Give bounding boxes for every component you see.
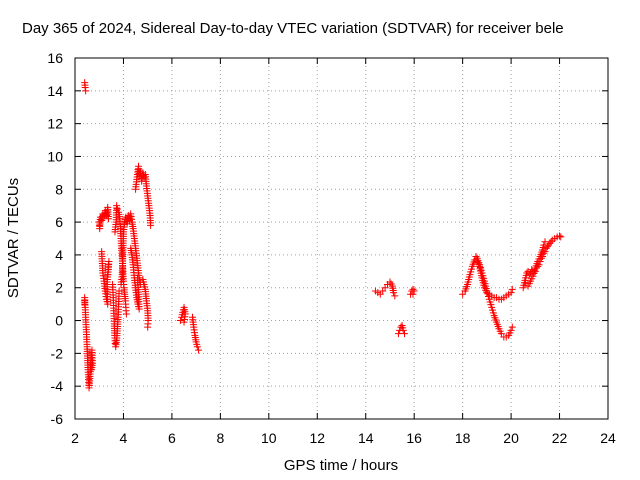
data-point: [525, 271, 533, 279]
chart-title: Day 365 of 2024, Sidereal Day-to-day VTE…: [22, 20, 564, 37]
data-point: [87, 366, 95, 374]
y-tick-label: 10: [47, 148, 63, 164]
y-tick-label: 6: [55, 214, 63, 230]
data-point: [540, 241, 548, 249]
tick-layer: [74, 57, 609, 420]
x-tick-label: 16: [406, 430, 422, 446]
data-point: [134, 274, 142, 282]
y-tick-label: 0: [55, 313, 63, 329]
data-point: [507, 289, 515, 297]
data-point: [104, 271, 112, 279]
x-tick-label: 8: [216, 430, 224, 446]
data-point: [541, 238, 549, 246]
data-point: [557, 233, 565, 241]
y-tick-label: 12: [47, 116, 63, 132]
data-point: [115, 287, 123, 295]
data-point: [147, 221, 155, 229]
data-point: [472, 253, 480, 261]
data-point: [113, 205, 121, 213]
x-tick-label: 4: [120, 430, 128, 446]
y-tick-label: 14: [47, 83, 63, 99]
y-tick-label: -2: [51, 345, 64, 361]
data-point: [144, 323, 152, 331]
data-point: [104, 215, 112, 223]
data-point: [391, 292, 399, 300]
x-tick-label: 6: [168, 430, 176, 446]
data-point: [180, 318, 188, 326]
y-tick-label: -6: [51, 411, 64, 427]
data-point: [140, 174, 148, 182]
y-axis-label: SDTVAR / TECUs: [5, 178, 22, 298]
data-point: [400, 330, 408, 338]
data-point: [176, 317, 184, 325]
x-tick-label: 22: [552, 430, 568, 446]
data-point: [113, 202, 121, 210]
x-tick-label: 20: [503, 430, 519, 446]
data-point: [508, 285, 516, 293]
data-point: [122, 310, 130, 318]
data-point: [507, 326, 515, 334]
data-point: [410, 287, 418, 295]
x-tick-label: 10: [261, 430, 277, 446]
data-point: [547, 238, 555, 246]
data-points: [81, 79, 565, 392]
data-point: [390, 289, 398, 297]
x-axis-label: GPS time / hours: [284, 457, 398, 474]
data-point: [508, 323, 516, 331]
y-tick-label: 8: [55, 181, 63, 197]
data-point: [556, 232, 564, 240]
data-point: [82, 87, 90, 95]
data-point: [193, 343, 201, 351]
x-tick-labels: 2 4 6 8 10 12 14 16 18 20 22 24: [71, 430, 616, 446]
data-point: [399, 326, 407, 334]
x-tick-label: 24: [600, 430, 616, 446]
x-tick-label: 18: [455, 430, 471, 446]
data-point: [409, 290, 417, 298]
y-tick-label: -4: [51, 378, 64, 394]
x-tick-label: 2: [71, 430, 79, 446]
x-tick-label: 14: [358, 430, 374, 446]
plot-frame: [74, 57, 609, 420]
x-tick-label: 12: [309, 430, 325, 446]
data-point: [195, 346, 203, 354]
grid-layer: [75, 58, 608, 419]
data-point: [394, 330, 402, 338]
y-tick-label: 2: [55, 280, 63, 296]
y-tick-label: 16: [47, 50, 63, 66]
y-tick-label: 4: [55, 247, 63, 263]
y-tick-labels: -6 -4 -2 0 2 4 6 8 10 12 14 16: [47, 50, 63, 427]
